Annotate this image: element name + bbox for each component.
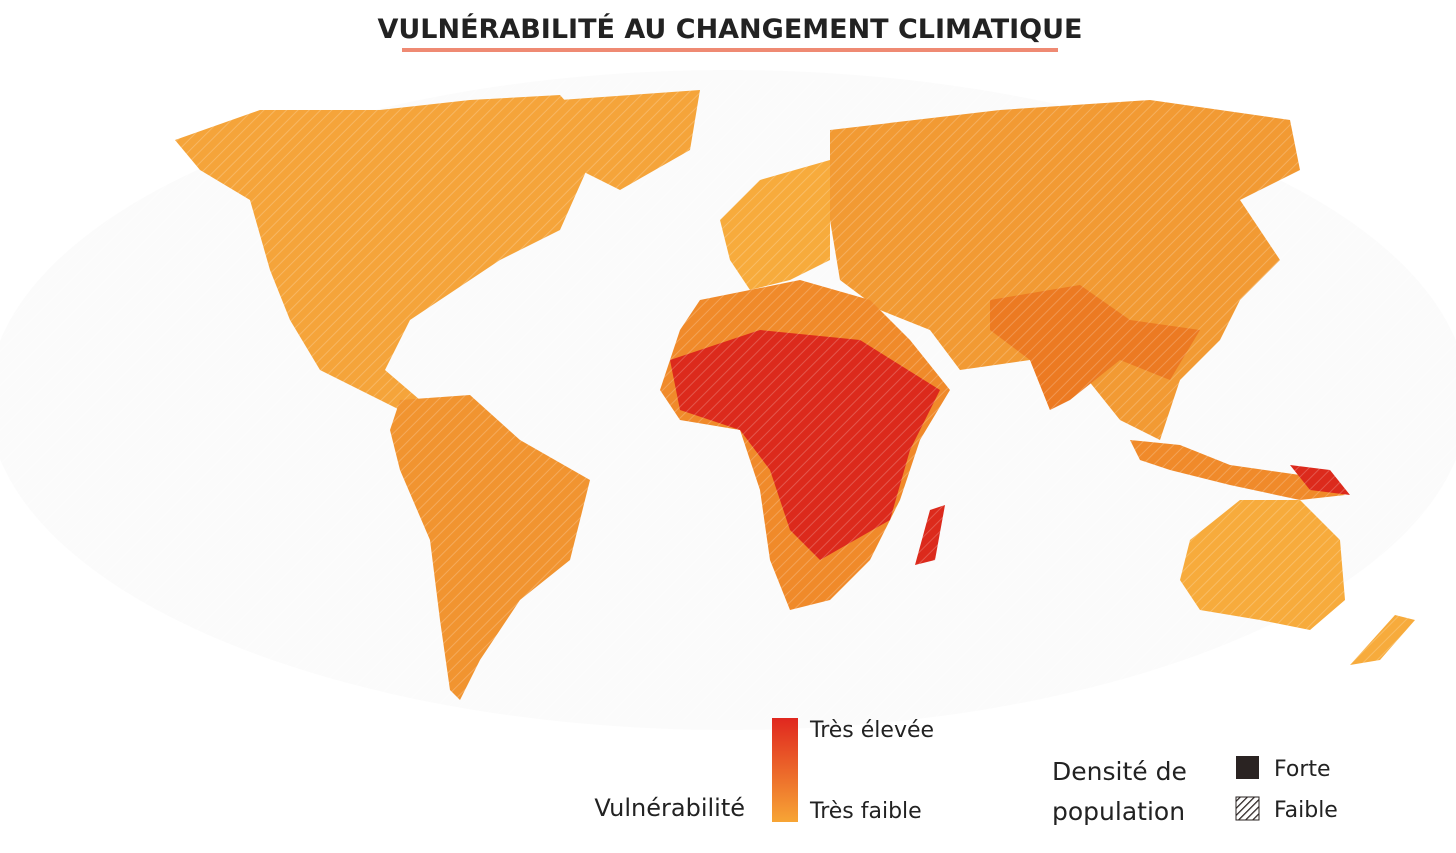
density-high-swatch bbox=[1236, 756, 1259, 779]
title: VULNÉRABILITÉ AU CHANGEMENT CLIMATIQUE bbox=[377, 13, 1082, 45]
legend: Très élevée Très faible Vulnérabilité De… bbox=[594, 718, 1338, 826]
legend-low: Très faible bbox=[809, 799, 922, 824]
density-high: Forte bbox=[1274, 757, 1331, 782]
vulnerability-gradient bbox=[772, 718, 798, 822]
density-low: Faible bbox=[1274, 798, 1338, 823]
legend-title: Vulnérabilité bbox=[594, 794, 745, 822]
density-title: population bbox=[1052, 797, 1185, 826]
density-title: Densité de bbox=[1052, 757, 1187, 786]
legend-high: Très élevée bbox=[809, 718, 934, 743]
new-zealand bbox=[1350, 615, 1415, 665]
density-low-swatch bbox=[1235, 796, 1260, 821]
